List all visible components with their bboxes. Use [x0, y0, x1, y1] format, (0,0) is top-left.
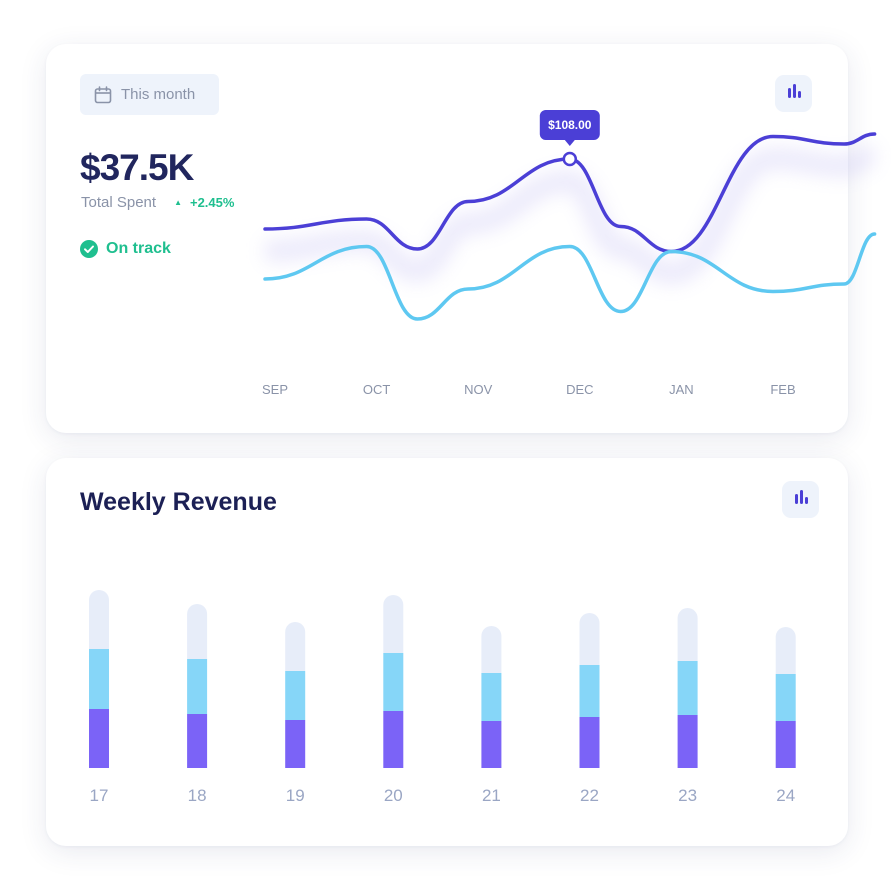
x-tick-label: 17: [90, 786, 109, 805]
bar-segment-23-1[interactable]: [677, 715, 698, 768]
bar-segment-18-3[interactable]: [187, 604, 208, 659]
x-tick-label: FEB: [770, 382, 795, 397]
series-line-secondary: [263, 232, 877, 321]
x-tick-label: OCT: [363, 382, 391, 397]
x-tick-label: 18: [188, 786, 207, 805]
bar-segment-24-1[interactable]: [775, 721, 796, 768]
chart-options-button[interactable]: [782, 481, 819, 518]
chart-options-button[interactable]: [775, 75, 812, 112]
bar-segment-22-1[interactable]: [579, 717, 600, 768]
date-filter-button[interactable]: This month: [80, 74, 219, 115]
bar-chart-icon: [793, 489, 809, 510]
bar-segment-17-3[interactable]: [89, 590, 109, 649]
bar-segment-22-2[interactable]: [579, 665, 600, 717]
x-tick-label: 21: [482, 786, 501, 805]
x-tick-label: 24: [776, 786, 795, 805]
series-line-primary: [263, 132, 877, 254]
total-amount: $37.5K: [80, 147, 194, 188]
x-tick-label: DEC: [566, 382, 593, 397]
total-spent-label: Total Spent: [81, 194, 157, 211]
x-tick-label: NOV: [464, 382, 493, 397]
weekly-revenue-card: Weekly Revenue 17 18 19 20 21 22 23 24: [46, 458, 848, 846]
bar-segment-20-3[interactable]: [383, 595, 404, 653]
bar-segment-17-1[interactable]: [89, 709, 109, 768]
bar-chart-icon: [786, 83, 802, 104]
bar-segment-17-2[interactable]: [89, 649, 109, 709]
bar-segment-21-2[interactable]: [481, 673, 502, 721]
x-tick-label: 20: [384, 786, 403, 805]
calendar-icon: [94, 85, 112, 104]
bar-segment-22-3[interactable]: [579, 613, 600, 665]
bar-segment-24-3[interactable]: [775, 627, 796, 674]
x-tick-label: JAN: [669, 382, 694, 397]
status-indicator: On track: [80, 240, 171, 258]
bar-segment-20-1[interactable]: [383, 711, 404, 768]
status-label: On track: [106, 240, 171, 257]
bar-segment-24-2[interactable]: [775, 674, 796, 721]
delta-badge: ▲ +2.45%: [174, 195, 234, 210]
spending-card: This month $37.5K Total Spent ▲ +2.45% O…: [46, 44, 877, 433]
bar-segment-19-1[interactable]: [285, 720, 306, 768]
x-tick-label: SEP: [262, 382, 288, 397]
bar-segment-21-1[interactable]: [481, 721, 502, 768]
bar-segment-23-3[interactable]: [677, 608, 698, 661]
bar-segment-23-2[interactable]: [677, 661, 698, 715]
weekly-revenue-bar-chart: 17 18 19 20 21 22 23 24: [89, 590, 796, 805]
weekly-revenue-title: Weekly Revenue: [80, 488, 277, 516]
bar-segment-18-1[interactable]: [187, 714, 208, 768]
date-filter-label: This month: [121, 86, 196, 103]
x-tick-label: 19: [286, 786, 305, 805]
bar-segment-20-2[interactable]: [383, 653, 404, 711]
total-spent-row: Total Spent ▲ +2.45%: [81, 194, 234, 211]
bar-segment-19-2[interactable]: [285, 671, 306, 720]
triangle-up-icon: ▲: [174, 198, 182, 207]
delta-value: +2.45%: [189, 195, 235, 210]
value-tooltip: $108.00: [539, 110, 600, 146]
check-circle-icon: [80, 240, 98, 258]
highlight-point[interactable]: [562, 151, 578, 167]
bar-segment-21-3[interactable]: [481, 626, 502, 673]
bar-segment-18-2[interactable]: [187, 659, 208, 714]
tooltip-value: $108.00: [548, 118, 592, 132]
x-tick-label: 23: [678, 786, 697, 805]
x-tick-label: 22: [580, 786, 599, 805]
spending-line-chart: $108.00 SEP OCT NOV DEC JAN FEB: [262, 110, 877, 397]
primary-line-glow: [264, 145, 876, 285]
bar-segment-19-3[interactable]: [285, 622, 306, 671]
